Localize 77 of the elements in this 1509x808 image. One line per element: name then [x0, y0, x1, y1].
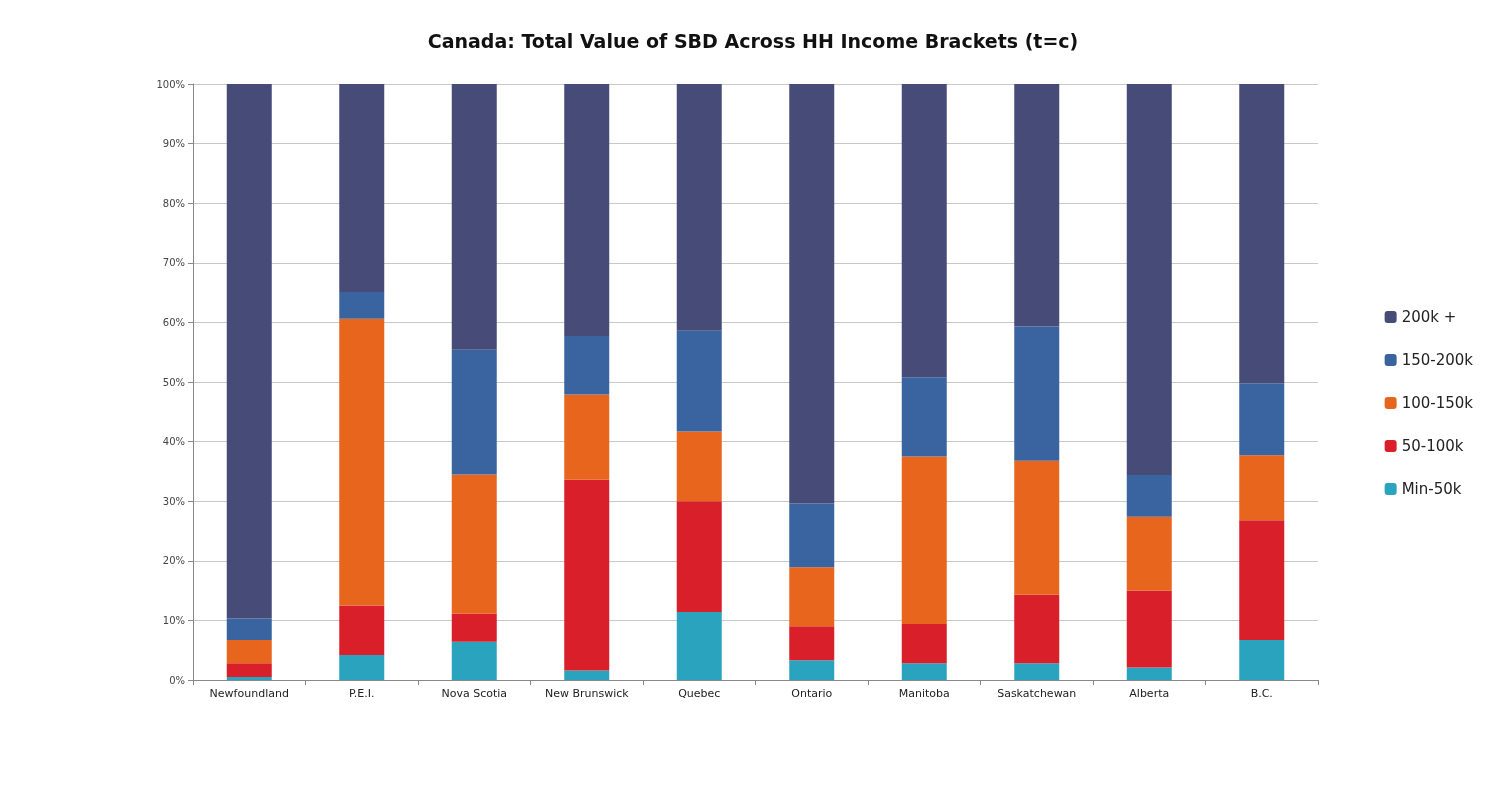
x-tick-label: Saskatchewan: [997, 687, 1077, 700]
bar: [564, 479, 610, 671]
legend-label: 200k +: [1401, 308, 1457, 326]
x-tick-label: Alberta: [1129, 687, 1170, 700]
bar: [451, 84, 497, 350]
bar: [451, 474, 497, 614]
bar: [1126, 84, 1172, 475]
bar: [226, 618, 272, 641]
bar: [1239, 84, 1285, 384]
bar: [901, 84, 947, 378]
chart-title: Canada: Total Value of SBD Across HH Income Brackets (t=c): [427, 29, 1079, 52]
y-tick-label: 60%: [162, 316, 185, 328]
bar: [451, 641, 497, 680]
legend-label: 100-150k: [1401, 394, 1474, 412]
legend-label: 150-200k: [1401, 351, 1474, 369]
bar: [226, 663, 272, 678]
legend-label: Min-50k: [1401, 480, 1462, 498]
bar: [339, 605, 385, 655]
x-tick-label: B.C.: [1250, 687, 1273, 700]
bar: [1126, 590, 1172, 668]
bar: [676, 330, 722, 432]
bar: [789, 567, 835, 627]
x-tick-label: Manitoba: [898, 687, 950, 700]
bar: [1239, 383, 1285, 456]
bar: [1014, 460, 1060, 595]
x-tick-label: P.E.I.: [348, 687, 375, 700]
y-tick-label: 0%: [169, 674, 185, 686]
bar: [451, 349, 497, 475]
y-tick-label: 40%: [162, 436, 185, 448]
y-tick-label: 10%: [162, 614, 185, 626]
bar: [1126, 667, 1172, 680]
y-tick-label: 50%: [162, 376, 185, 388]
bar: [789, 660, 835, 680]
bar: [564, 336, 610, 395]
y-tick-label: 70%: [162, 257, 185, 269]
y-tick-label: 90%: [162, 138, 185, 150]
bar: [1014, 84, 1060, 327]
bar: [339, 292, 385, 319]
bar: [676, 501, 722, 613]
bar: [901, 663, 947, 680]
y-tick-label: 30%: [162, 495, 185, 507]
bar: [676, 431, 722, 502]
bar: [226, 84, 272, 619]
bar: [901, 456, 947, 624]
bar: [676, 612, 722, 680]
bar: [564, 670, 610, 680]
x-tick-label: New Brunswick: [544, 687, 630, 700]
bar: [564, 394, 610, 480]
y-tick-label: 80%: [162, 197, 185, 209]
bar: [1014, 594, 1060, 664]
bar: [339, 318, 385, 606]
bar: [339, 84, 385, 292]
y-tick-label: 20%: [162, 555, 185, 567]
bar: [1239, 455, 1285, 521]
bar: [1014, 326, 1060, 461]
bar: [676, 84, 722, 331]
legend-label: 50-100k: [1401, 437, 1464, 455]
bar: [1014, 663, 1060, 680]
bar: [901, 377, 947, 457]
bar: [564, 84, 610, 337]
x-tick-label: Nova Scotia: [441, 687, 508, 700]
x-tick-label: Quebec: [678, 687, 721, 700]
bar: [1126, 474, 1172, 517]
bar: [451, 613, 497, 642]
bar: [1239, 640, 1285, 680]
bar: [1239, 520, 1285, 641]
bar: [1126, 516, 1172, 591]
bar: [339, 654, 385, 680]
bar: [789, 84, 835, 504]
bar: [789, 503, 835, 568]
x-tick-label: Ontario: [791, 687, 833, 700]
bar: [789, 626, 835, 661]
x-tick-label: Newfoundland: [209, 687, 289, 700]
y-tick-label: 100%: [156, 78, 185, 90]
bar: [226, 677, 272, 680]
bar: [901, 623, 947, 664]
bar: [226, 640, 272, 664]
